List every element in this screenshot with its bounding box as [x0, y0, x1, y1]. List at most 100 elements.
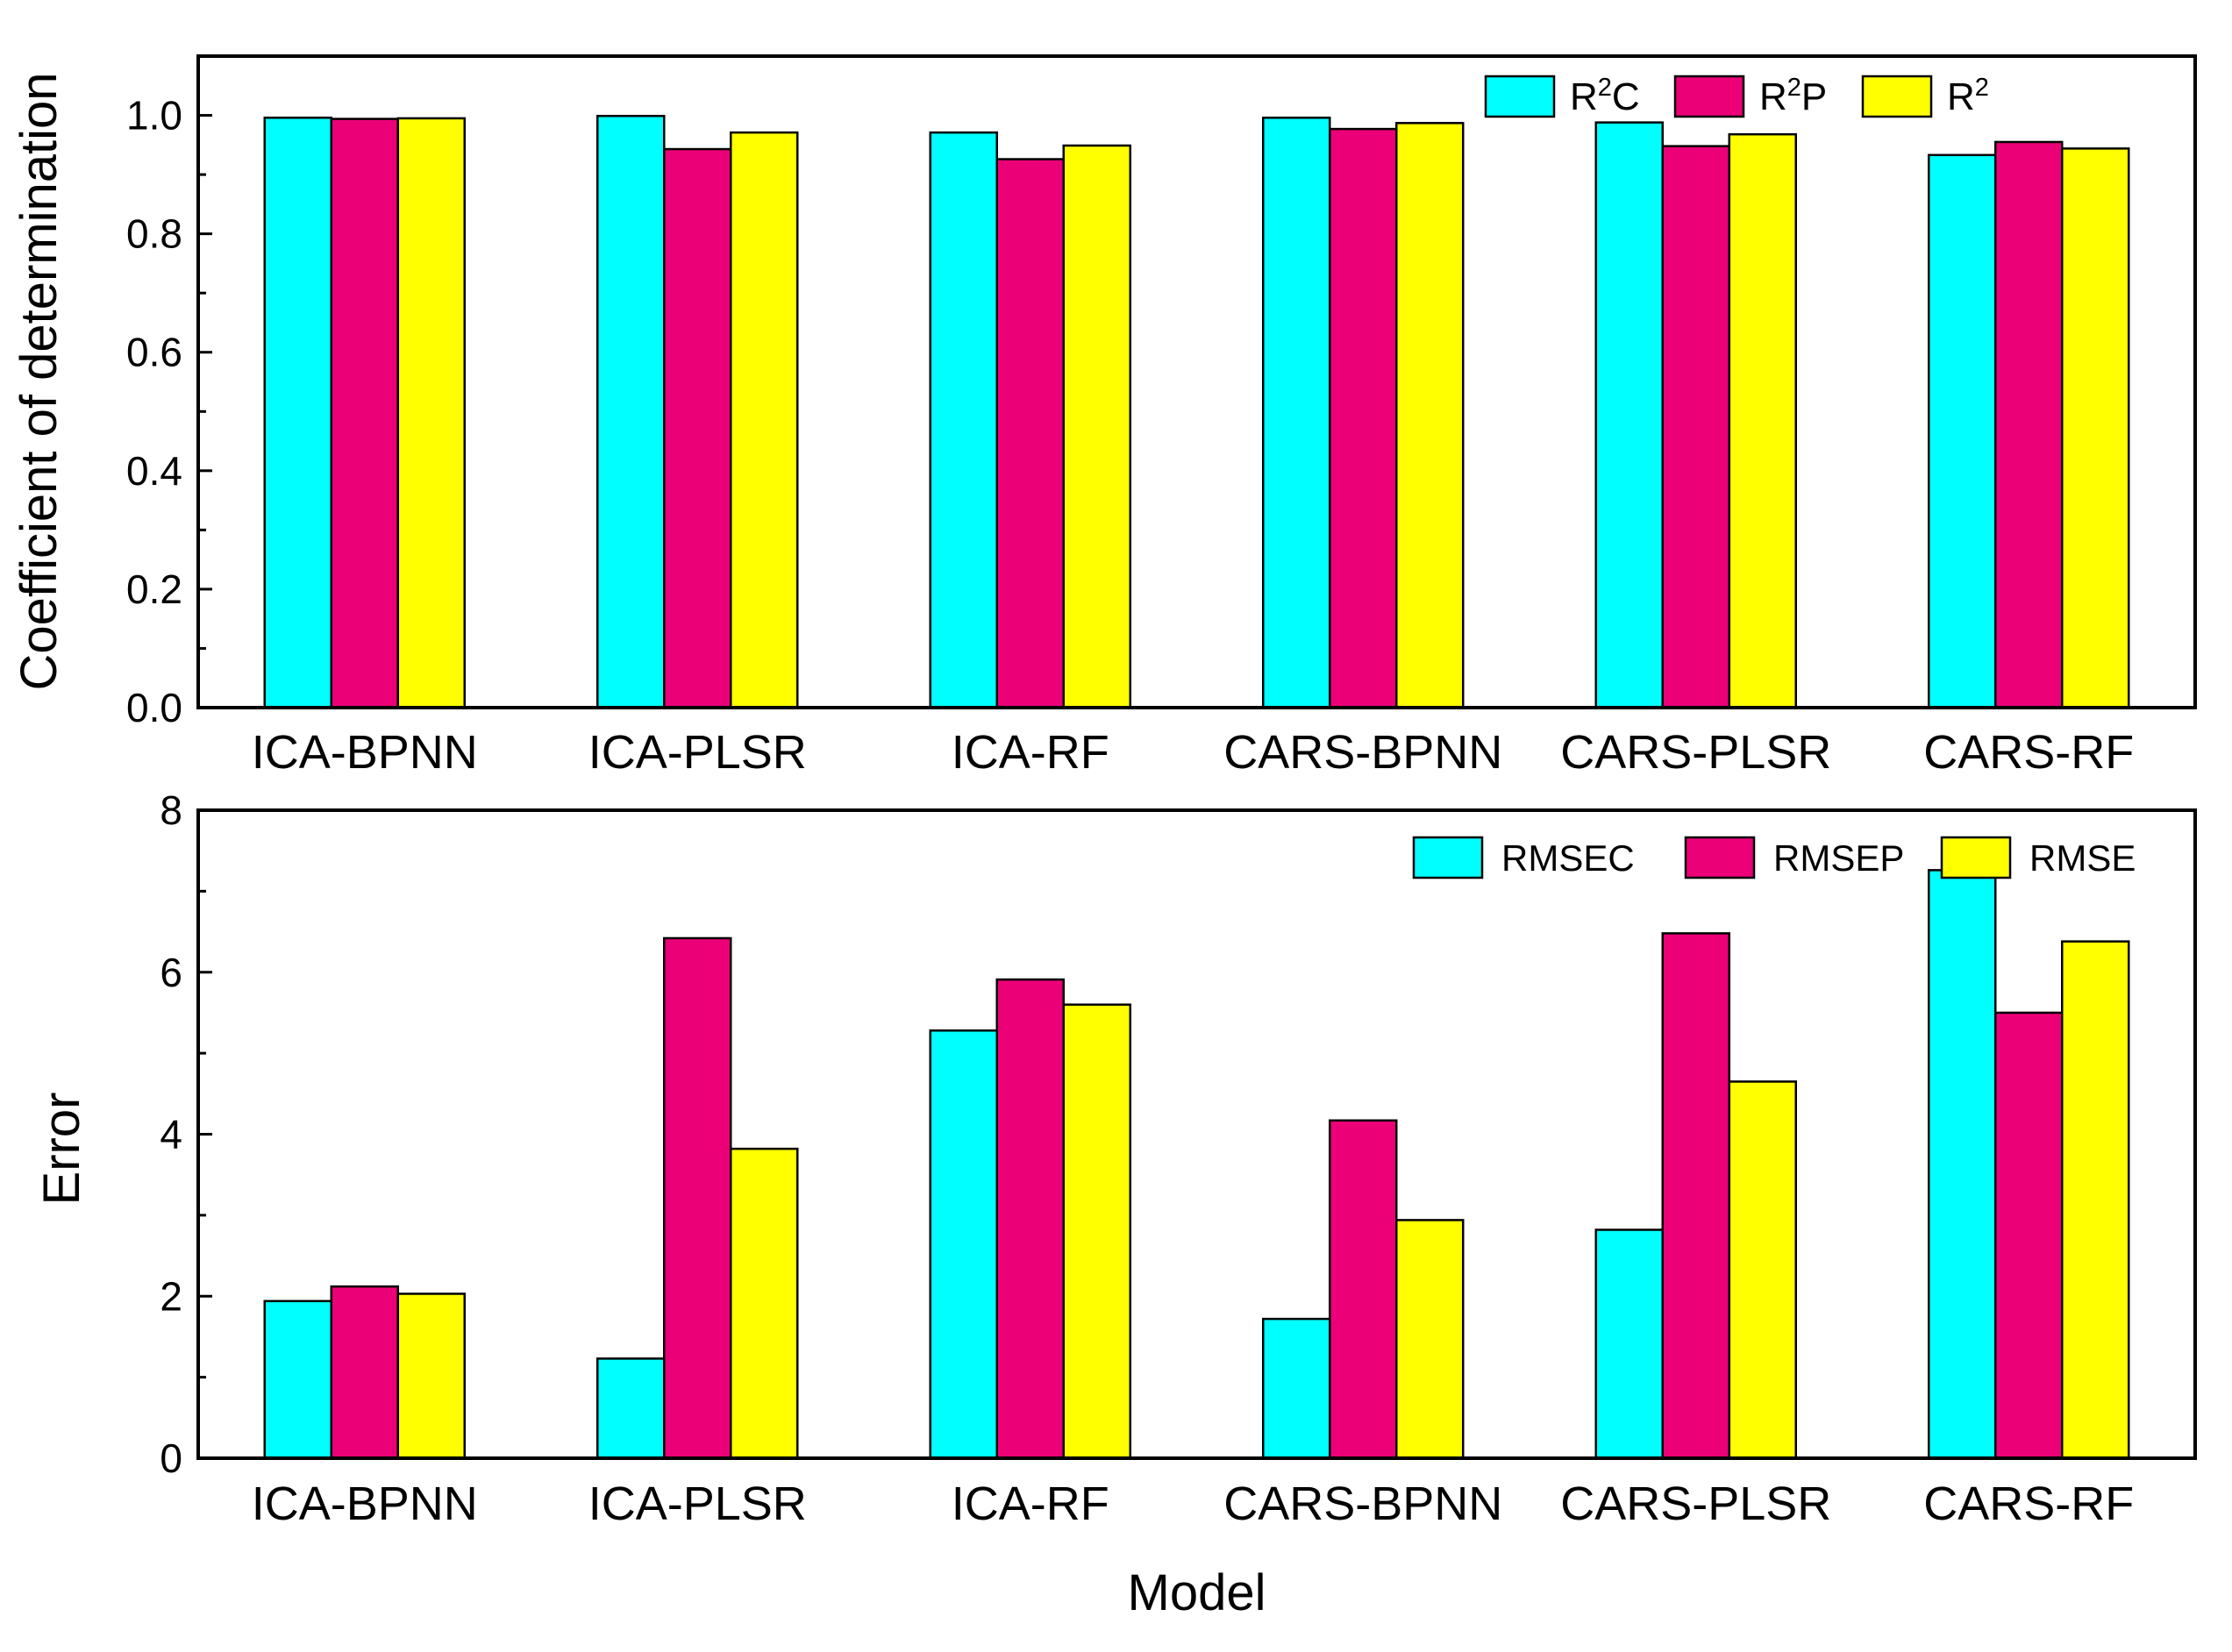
- legend-label-suffix: C: [1612, 75, 1640, 118]
- bars: [263, 869, 2130, 1460]
- y-axis-title: Coefficient of determination: [11, 72, 68, 690]
- y-axis: 0 2 4 6 8: [160, 787, 212, 1481]
- plot-frame: [196, 54, 2197, 709]
- bar-rmsep-ica-plsr: [663, 936, 732, 1460]
- legend-swatch: [1684, 836, 1756, 879]
- bar-rmsec-ica-bpnn: [263, 1300, 332, 1460]
- bar-r2p-cars-rf: [1994, 140, 2064, 709]
- legend-swatch: [1484, 75, 1556, 118]
- y-tick-label: 4: [160, 1112, 182, 1157]
- x-axis: ICA-BPNN ICA-PLSR ICA-RF CARS-BPNN CARS-PLSR…: [252, 1478, 2135, 1530]
- bar-rmse-cars-plsr: [1728, 1080, 1797, 1460]
- y-tick-label: 0: [160, 1435, 182, 1481]
- y-tick-label: 6: [160, 950, 182, 995]
- legend-label-base: R: [1570, 75, 1598, 118]
- bar-rmsep-cars-plsr: [1661, 932, 1730, 1460]
- bar-r2c-cars-plsr: [1594, 121, 1664, 709]
- x-axis: ICA-BPNN ICA-PLSR ICA-RF CARS-BPNN CARS-PLSR…: [252, 726, 2135, 779]
- legend-label-superscript: 2: [1975, 74, 1989, 102]
- legend: R2C R2P R2: [1484, 74, 1989, 118]
- category-label: ICA-BPNN: [252, 726, 478, 779]
- bar-r2c-ica-plsr: [596, 114, 666, 709]
- bar-rmsep-cars-bpnn: [1329, 1119, 1398, 1460]
- bar-r2p-ica-bpnn: [330, 117, 399, 709]
- category-label: CARS-RF: [1923, 1478, 2134, 1530]
- category-label: CARS-PLSR: [1560, 1478, 1831, 1530]
- category-label: CARS-PLSR: [1560, 726, 1831, 779]
- legend: RMSEC RMSEP RMSE: [1412, 836, 2136, 879]
- legend-item-r2c: R2C: [1484, 74, 1640, 118]
- legend-label-superscript: 2: [1598, 74, 1612, 102]
- legend-label-superscript: 2: [1787, 74, 1801, 102]
- bar-rmse-ica-bpnn: [396, 1292, 466, 1460]
- legend-label-base: R: [1947, 75, 1975, 118]
- bar-rmsec-cars-rf: [1928, 869, 1997, 1460]
- bar-r2c-cars-bpnn: [1262, 116, 1331, 709]
- bar-r2-cars-bpnn: [1395, 122, 1465, 709]
- y-tick-label: 0.2: [126, 566, 182, 612]
- legend-label: R2C: [1570, 74, 1640, 118]
- legend-label-base: RMSEP: [1773, 837, 1904, 879]
- bar-rmsec-ica-rf: [929, 1029, 998, 1460]
- y-tick-label: 0.0: [126, 685, 182, 730]
- legend-label: R2P: [1759, 74, 1827, 118]
- bar-r2c-cars-rf: [1928, 153, 1997, 709]
- y-axis-title: Error: [33, 1093, 90, 1206]
- legend-label-base: RMSE: [2029, 837, 2136, 879]
- y-tick-label: 0.8: [126, 211, 182, 257]
- bar-rmsep-ica-bpnn: [330, 1285, 399, 1460]
- legend-item-r2p: R2P: [1673, 74, 1827, 118]
- category-label: CARS-RF: [1923, 726, 2134, 779]
- bar-r2-ica-plsr: [730, 131, 799, 709]
- legend-item-rmsec: RMSEC: [1412, 836, 1635, 879]
- legend-label-suffix: P: [1801, 75, 1827, 118]
- category-label: ICA-BPNN: [252, 1478, 478, 1530]
- category-label: CARS-BPNN: [1223, 1478, 1502, 1530]
- bar-r2-cars-plsr: [1728, 132, 1797, 709]
- y-axis: 0.0 0.2 0.4 0.6 0.8 1.0: [126, 93, 212, 730]
- legend-swatch: [1673, 75, 1745, 118]
- bar-r2-ica-rf: [1062, 144, 1131, 709]
- bar-r2-cars-rf: [2061, 147, 2130, 709]
- bar-rmsep-ica-rf: [995, 978, 1065, 1460]
- bar-rmse-cars-rf: [2061, 940, 2130, 1460]
- y-tick-label: 0.6: [126, 330, 182, 375]
- legend-swatch: [1412, 836, 1484, 879]
- bar-r2p-cars-plsr: [1661, 145, 1730, 709]
- category-label: ICA-RF: [952, 1478, 1109, 1530]
- legend-swatch: [1940, 836, 2012, 879]
- bar-r2c-ica-bpnn: [263, 116, 332, 709]
- legend-label: RMSEC: [1501, 837, 1635, 879]
- bar-rmsec-ica-plsr: [596, 1357, 666, 1460]
- legend-label: R2: [1947, 74, 1989, 118]
- bar-rmse-cars-bpnn: [1395, 1219, 1465, 1460]
- y-tick-label: 2: [160, 1273, 182, 1319]
- bar-rmsep-cars-rf: [1994, 1011, 2064, 1460]
- legend-item-rmsep: RMSEP: [1684, 836, 1904, 879]
- chart-coefficient-of-determination: 0.0 0.2 0.4 0.6 0.8 1.0 ICA-BPNN ICA-PLSR ICA-RF…: [11, 54, 2197, 779]
- bar-r2-ica-bpnn: [396, 117, 466, 709]
- bar-rmse-ica-plsr: [730, 1147, 799, 1460]
- category-label: ICA-PLSR: [588, 1478, 807, 1530]
- category-label: CARS-BPNN: [1223, 726, 1502, 779]
- legend-swatch: [1861, 75, 1933, 118]
- bar-r2p-ica-rf: [995, 158, 1065, 709]
- bar-rmse-ica-rf: [1062, 1003, 1131, 1460]
- bars: [263, 114, 2130, 709]
- bar-r2c-ica-rf: [929, 131, 998, 709]
- chart-error: 0 2 4 6 8 ICA-BPNN ICA-PLSR ICA-RF CARS-BPNN CARS…: [33, 787, 2197, 1621]
- legend-label: RMSE: [2029, 837, 2136, 879]
- y-tick-label: 1.0: [126, 93, 182, 139]
- y-tick-label: 8: [160, 787, 182, 833]
- bar-rmsec-cars-bpnn: [1262, 1317, 1331, 1460]
- bar-r2p-cars-bpnn: [1329, 127, 1398, 709]
- category-label: ICA-RF: [952, 726, 1109, 779]
- legend-label-base: R: [1759, 75, 1787, 118]
- bar-r2p-ica-plsr: [663, 147, 732, 709]
- legend-label: RMSEP: [1773, 837, 1904, 879]
- category-label: ICA-PLSR: [588, 726, 807, 779]
- legend-item-rmse: RMSE: [1940, 836, 2136, 879]
- legend-label-base: RMSEC: [1501, 837, 1635, 879]
- x-axis-title: Model: [1128, 1564, 1266, 1621]
